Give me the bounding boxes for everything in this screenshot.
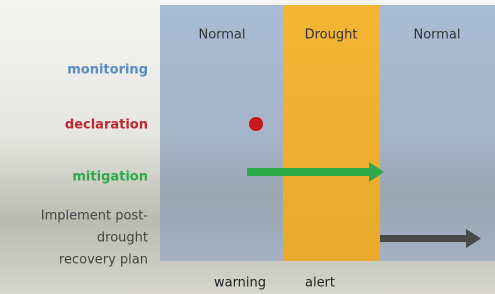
column-header: Normal — [198, 28, 245, 43]
diagram: Normal Drought Normal monitoring declara… — [0, 0, 495, 294]
declaration-dot — [249, 117, 263, 131]
recovery-arrow — [380, 235, 468, 242]
row-label: mitigation — [72, 170, 148, 185]
column-header: Normal — [413, 28, 460, 43]
timeline-label: alert — [305, 276, 335, 291]
timeline-label: warning — [214, 276, 266, 291]
row-label: Implement post- — [41, 209, 149, 224]
drought-column — [283, 5, 380, 261]
row-label: recovery plan — [59, 253, 148, 268]
row-label: declaration — [65, 118, 148, 133]
row-label: drought — [97, 231, 148, 246]
column-header: Drought — [305, 28, 358, 43]
row-label: monitoring — [67, 63, 148, 78]
mitigation-arrow — [247, 168, 371, 176]
